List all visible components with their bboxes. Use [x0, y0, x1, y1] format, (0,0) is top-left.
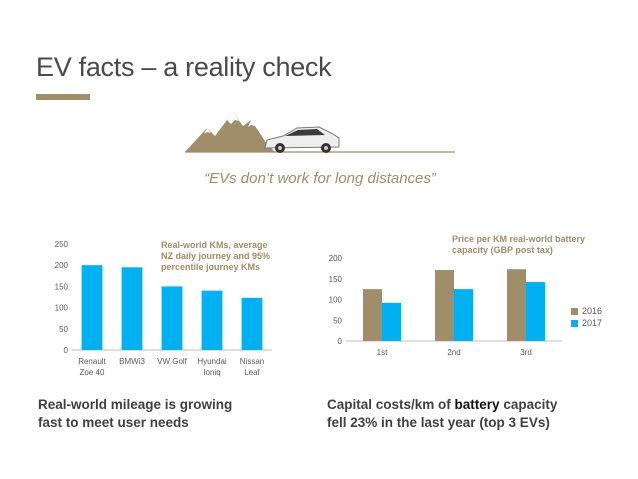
quote-text: “EVs don’t work for long distances”	[204, 170, 436, 187]
mileage-bar-chart: 0 50 100 150 200 250 Renault Zoe 40 BMWi3 VW Golf…	[55, 240, 272, 377]
legend-label-2017: 2017	[582, 318, 603, 328]
bar-2017	[382, 302, 401, 341]
x-tick-label: Zoe 40	[80, 368, 105, 377]
x-tick-label: BMWi3	[119, 357, 145, 366]
bar	[81, 265, 103, 350]
left-caption-line1: Real-world mileage is growing	[38, 397, 233, 412]
mountains-car-icon	[185, 112, 455, 153]
right-caption-line1: Capital costs/km of battery capacity	[327, 396, 587, 414]
y-tick-label: 0	[338, 337, 343, 346]
chart-annotation: Real-world KMs, average	[161, 240, 268, 250]
x-tick-label: Hyundai	[197, 357, 227, 366]
y-tick-label: 150	[329, 275, 343, 284]
bar	[161, 286, 183, 350]
bar-2016	[363, 289, 382, 341]
legend-item-2017: 2017	[571, 317, 602, 329]
bar	[241, 297, 263, 350]
title-underline	[36, 94, 90, 100]
y-tick-label: 0	[64, 346, 69, 355]
left-caption-line2: fast to meet user needs	[38, 415, 189, 430]
y-tick-label: 50	[333, 316, 342, 325]
left-caption: Real-world mileage is growing fast to me…	[38, 396, 298, 432]
legend-item-2016: 2016	[571, 305, 602, 317]
chart-annotation: Price per KM real-world battery	[452, 234, 585, 244]
right-caption-emphasis: battery	[454, 397, 500, 412]
y-tick-label: 150	[55, 282, 69, 291]
y-tick-label: 100	[329, 296, 343, 305]
x-tick-label: VW Golf	[157, 357, 188, 366]
right-caption: Capital costs/km of battery capacity fel…	[327, 396, 587, 432]
x-tick-label: 3rd	[520, 348, 532, 357]
legend-swatch-2017	[571, 319, 578, 327]
right-caption-prefix: Capital costs/km of	[327, 397, 455, 412]
right-caption-suffix: capacity	[499, 397, 558, 412]
x-tick-label: Nissan	[240, 357, 264, 366]
legend-label-2016: 2016	[582, 306, 603, 316]
bar-2016	[507, 269, 526, 341]
right-caption-line2: fell 23% in the last year (top 3 EVs)	[327, 415, 550, 430]
x-tick-label: Ioniq	[203, 368, 220, 377]
bar-2017	[454, 289, 473, 341]
chart-annotation: capacity (GBP post tax)	[452, 245, 553, 255]
x-tick-label: Renault	[78, 357, 106, 366]
bar-2016	[435, 270, 454, 341]
bar	[201, 290, 223, 350]
y-tick-label: 250	[55, 240, 69, 249]
bar-2017	[526, 282, 545, 341]
chart-legend: 2016 2017	[571, 305, 602, 329]
x-tick-label: 1st	[377, 348, 388, 357]
bar	[121, 267, 143, 350]
chart-annotation: percentile journey KMs	[161, 262, 260, 272]
battery-cost-bar-chart: 0 50 100 150 200 1st 2nd 3rd Price per KM real-w…	[329, 234, 585, 357]
y-tick-label: 200	[329, 254, 343, 263]
page-title: EV facts – a reality check	[36, 52, 332, 82]
y-tick-label: 50	[59, 325, 68, 334]
x-tick-label: 2nd	[447, 348, 460, 357]
legend-swatch-2016	[571, 307, 578, 315]
chart-annotation: NZ daily journey and 95%	[161, 251, 270, 261]
y-tick-label: 200	[55, 261, 69, 270]
y-tick-label: 100	[55, 304, 69, 313]
x-tick-label: Leaf	[244, 368, 260, 377]
